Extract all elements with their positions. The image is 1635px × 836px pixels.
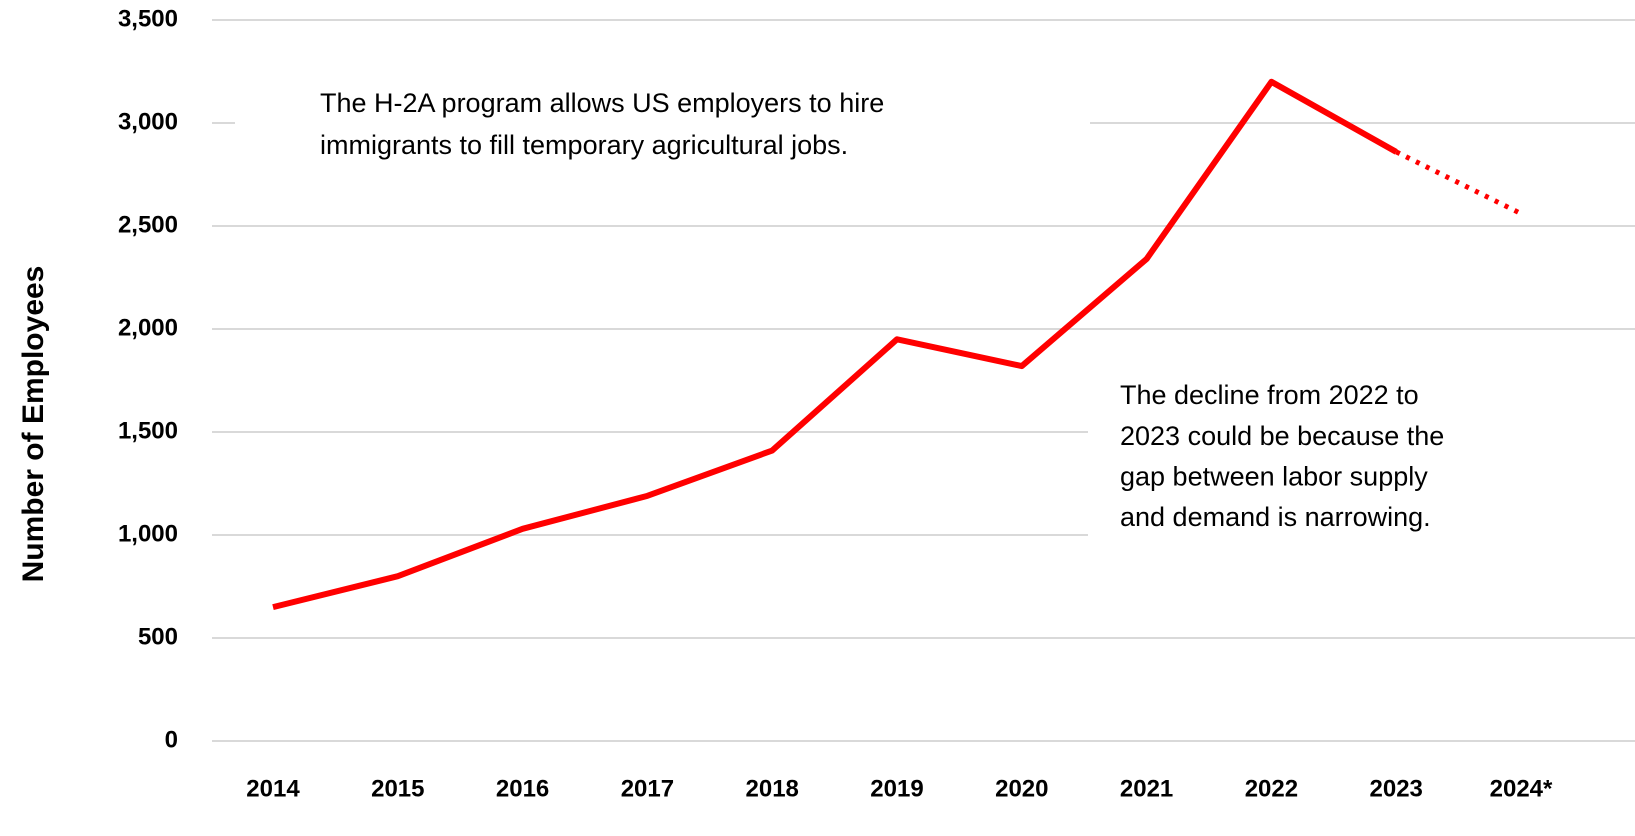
x-tick-label: 2014	[246, 775, 300, 802]
x-tick-label: 2018	[746, 775, 799, 802]
annotation: The decline from 2022 to	[1120, 380, 1419, 410]
x-tick-label: 2021	[1120, 775, 1173, 802]
annotation: and demand is narrowing.	[1120, 502, 1431, 532]
x-tick-label: 2017	[621, 775, 674, 802]
y-tick-label: 3,000	[118, 108, 178, 135]
y-tick-label: 3,500	[118, 5, 178, 32]
x-tick-label: 2019	[870, 775, 923, 802]
annotation-background	[235, 72, 1090, 178]
annotation-background	[1088, 368, 1635, 546]
line-series	[272, 78, 1398, 611]
x-tick-label: 2015	[371, 775, 424, 802]
y-axis-label: Number of Employees	[17, 266, 50, 583]
annotation: gap between labor supply	[1120, 462, 1428, 492]
y-tick-label: 0	[165, 726, 178, 753]
x-tick-label: 2020	[995, 775, 1048, 802]
y-tick-label: 1,500	[118, 417, 178, 444]
y-tick-label: 500	[138, 623, 178, 650]
x-tick-label: 2023	[1370, 775, 1423, 802]
y-tick-label: 1,000	[118, 520, 178, 547]
x-tick-label: 2022	[1245, 775, 1298, 802]
annotation: immigrants to fill temporary agricultura…	[320, 130, 848, 160]
x-tick-label: 2024*	[1490, 775, 1553, 802]
x-tick-label: 2016	[496, 775, 549, 802]
y-tick-label: 2,500	[118, 211, 178, 238]
annotation: The H-2A program allows US employers to …	[320, 88, 884, 118]
y-tick-label: 2,000	[118, 314, 178, 341]
annotation: 2023 could be because the	[1120, 421, 1444, 451]
line-series-projected	[1395, 149, 1523, 216]
